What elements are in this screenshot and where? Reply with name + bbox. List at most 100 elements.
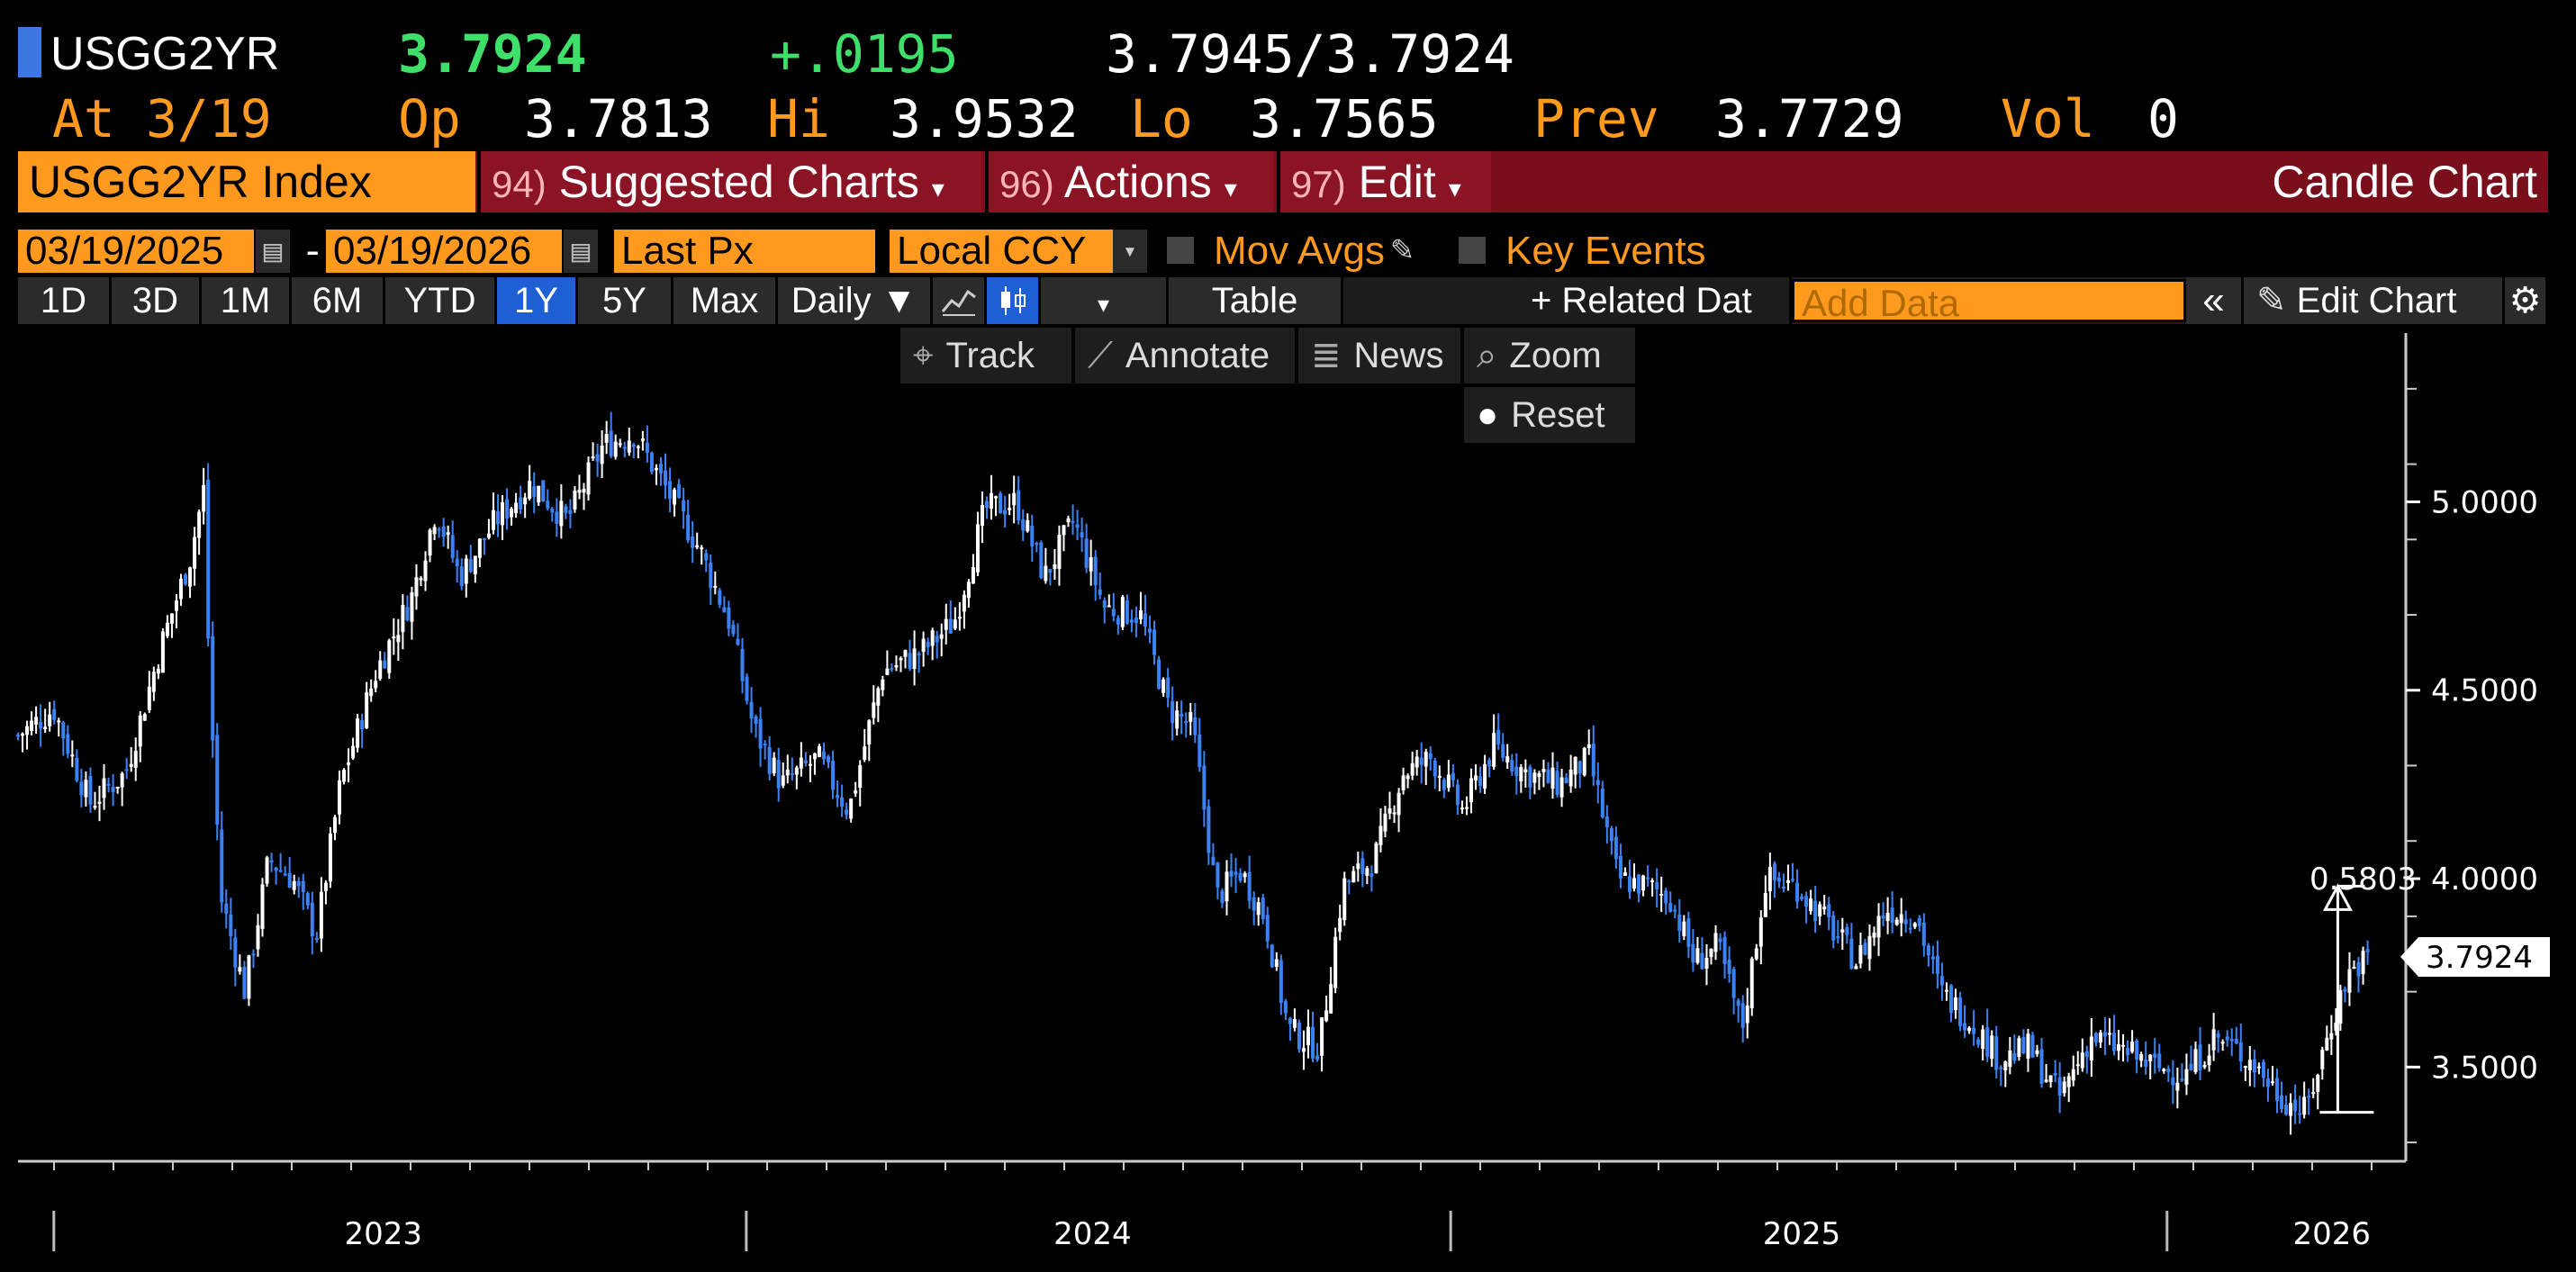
candle-body (1582, 747, 1586, 776)
mov-avgs-checkbox[interactable] (1167, 237, 1194, 264)
candle-body (645, 442, 649, 453)
candle-body (1216, 862, 1220, 888)
candle-body (1265, 915, 1270, 942)
candle-body (423, 560, 428, 582)
candle-body (1283, 1000, 1288, 1014)
end-date-field[interactable]: 03/19/2026 (326, 230, 562, 273)
candle-body (573, 490, 577, 510)
candle-body (1686, 918, 1691, 947)
add-data-input[interactable]: Add Data (1792, 279, 2186, 324)
candle-body (1622, 872, 1627, 876)
candle-body (501, 502, 505, 526)
candle-body (30, 720, 34, 731)
range-1m-button[interactable]: 1M (202, 277, 292, 324)
candle-body (1084, 538, 1089, 568)
collapse-icon[interactable]: « (2186, 277, 2244, 324)
chevron-down-icon: ▾ (1224, 175, 1237, 203)
candle-body (1026, 519, 1030, 531)
gear-icon[interactable]: ⚙ (2505, 277, 2548, 324)
menu-number: 94) (492, 163, 547, 205)
range-1d-button[interactable]: 1D (18, 277, 112, 324)
chart-style-dropdown[interactable]: ▾ (1041, 277, 1169, 324)
candle-body (948, 618, 953, 634)
open-label: Op (398, 88, 461, 149)
candle-body (1483, 763, 1487, 789)
key-events-label[interactable]: Key Events (1505, 229, 1706, 273)
start-date-field[interactable]: 03/19/2025 (18, 230, 254, 273)
candle-body (1595, 780, 1600, 786)
field-select[interactable]: Last Px (614, 230, 875, 273)
range-6m-button[interactable]: 6M (292, 277, 385, 324)
candle-body (935, 636, 939, 643)
candle-body (1776, 877, 1781, 882)
edit-menu[interactable]: 97) Edit ▾ (1277, 151, 1491, 212)
candle-body (1637, 874, 1641, 894)
candle-body (2026, 1033, 2030, 1060)
calendar-icon[interactable]: ▤ (564, 230, 598, 273)
candle-body (2062, 1081, 2066, 1094)
candle-body (184, 574, 188, 585)
actions-menu[interactable]: 96) Actions ▾ (985, 151, 1273, 212)
candle-body (709, 562, 713, 589)
candle-body (1990, 1035, 1994, 1060)
reset-button[interactable]: ● Reset (1464, 387, 1635, 443)
candle-body (124, 769, 129, 771)
candle-body (52, 708, 57, 720)
chevron-down-icon[interactable]: ▾ (1113, 230, 1147, 273)
candle-body (1568, 769, 1573, 787)
annotate-button[interactable]: ⟋ Annotate (1075, 328, 1295, 383)
news-button[interactable]: ≣ News (1298, 328, 1460, 383)
frequency-select[interactable]: Daily ▼ (778, 277, 933, 324)
candle-chart-icon[interactable] (987, 277, 1041, 324)
candle-body (2121, 1044, 2126, 1047)
key-events-checkbox[interactable] (1459, 237, 1486, 264)
candle-body (224, 903, 229, 915)
line-chart-icon[interactable] (933, 277, 987, 324)
candle-body (2211, 1029, 2216, 1051)
candle-body (1917, 917, 1921, 926)
candle-body (2193, 1049, 2198, 1072)
range-1y-button[interactable]: 1Y (497, 277, 578, 324)
calendar-icon[interactable]: ▤ (256, 230, 290, 273)
edit-chart-button[interactable]: ✎ Edit Chart (2244, 277, 2505, 324)
zoom-button[interactable]: ⌕ Zoom (1464, 328, 1635, 383)
candle-body (713, 585, 718, 588)
track-button[interactable]: ⌖ Track (900, 328, 1071, 383)
range-max-button[interactable]: Max (673, 277, 778, 324)
candle-body (1220, 890, 1225, 904)
candle-body (1401, 775, 1406, 790)
candle-body (25, 726, 30, 735)
candle-body (1691, 943, 1695, 963)
table-button[interactable]: Table (1169, 277, 1343, 324)
range-ytd-button[interactable]: YTD (385, 277, 497, 324)
candle-body (2035, 1050, 2039, 1054)
candle-body (1736, 1000, 1740, 1006)
candle-body (84, 780, 88, 798)
candle-body (613, 441, 618, 457)
candle-body (1080, 532, 1084, 537)
security-field[interactable]: USGG2YR Index (18, 151, 475, 212)
range-5y-button[interactable]: 5Y (578, 277, 673, 324)
candle-body (2175, 1082, 2180, 1091)
candle-body (985, 501, 990, 509)
candle-body (2247, 1060, 2252, 1070)
candle-body (1740, 1003, 1745, 1028)
candle-body (1541, 769, 1546, 772)
candle-body (2347, 969, 2352, 993)
pencil-icon[interactable]: ✎ (1391, 228, 1414, 269)
candle-body (840, 797, 845, 807)
suggested-charts-menu[interactable]: 94) Suggested Charts ▾ (477, 151, 981, 212)
candle-body (1496, 729, 1501, 745)
range-3d-button[interactable]: 3D (112, 277, 202, 324)
mov-avgs-label[interactable]: Mov Avgs (1214, 229, 1385, 273)
candle-body (845, 809, 849, 815)
candle-body (428, 529, 432, 556)
candle-body (894, 664, 899, 668)
currency-select[interactable]: Local CCY (890, 230, 1113, 273)
candle-body (392, 636, 396, 639)
candle-body (1311, 1026, 1315, 1059)
related-data-button[interactable]: + Related Dat (1495, 277, 1792, 324)
volume-label: Vol (2001, 88, 2095, 149)
candle-body (229, 914, 233, 936)
